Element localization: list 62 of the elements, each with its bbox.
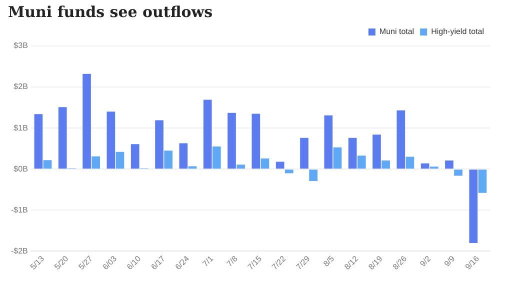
x-tick-label: 7/15 bbox=[246, 254, 264, 272]
bar bbox=[445, 160, 454, 169]
bar bbox=[324, 115, 333, 169]
bar bbox=[116, 152, 124, 169]
x-tick-label: 7/8 bbox=[225, 254, 240, 268]
bar bbox=[309, 170, 318, 182]
bar bbox=[260, 158, 270, 169]
y-tick-label: -$2B bbox=[10, 246, 28, 256]
x-tick-label: 6/03 bbox=[101, 254, 119, 272]
bar bbox=[454, 170, 462, 176]
bar bbox=[372, 134, 381, 169]
bar bbox=[348, 138, 357, 169]
x-tick-label: 9/9 bbox=[442, 254, 458, 268]
bar bbox=[164, 150, 172, 169]
x-tick-label: 9/2 bbox=[418, 254, 433, 268]
bar bbox=[92, 156, 100, 169]
x-tick-label: 9/16 bbox=[464, 254, 482, 272]
bar bbox=[228, 112, 236, 169]
x-tick-label: 8/19 bbox=[366, 254, 385, 272]
legend-label: High-yield total bbox=[431, 27, 484, 36]
bar bbox=[34, 114, 43, 169]
bar bbox=[382, 160, 390, 169]
y-tick-label: $1B bbox=[14, 123, 28, 132]
bar bbox=[300, 138, 308, 169]
bar bbox=[252, 114, 260, 169]
y-tick-label: $0B bbox=[14, 164, 28, 174]
bar bbox=[236, 164, 245, 169]
bar bbox=[82, 74, 91, 169]
x-tick-label: 6/10 bbox=[125, 254, 143, 272]
bar bbox=[130, 144, 140, 169]
bar bbox=[478, 170, 487, 193]
y-tick-label: -$1B bbox=[10, 205, 28, 214]
bar bbox=[106, 112, 116, 169]
y-tick-label: $2B bbox=[14, 82, 28, 92]
bar bbox=[284, 170, 294, 174]
bar bbox=[43, 160, 52, 169]
bar bbox=[212, 146, 221, 169]
bar bbox=[155, 120, 164, 169]
bar bbox=[420, 163, 430, 169]
bar bbox=[357, 156, 366, 169]
x-tick-label: 7/22 bbox=[270, 254, 288, 272]
x-tick-label: 6/17 bbox=[149, 254, 168, 272]
bar bbox=[188, 166, 197, 169]
bar bbox=[179, 143, 188, 169]
bar bbox=[333, 147, 342, 169]
x-tick-label: 6/24 bbox=[174, 254, 192, 272]
chart-title: Muni funds see outflows bbox=[8, 2, 213, 21]
legend-label: Muni total bbox=[379, 27, 414, 36]
bar bbox=[406, 156, 414, 169]
x-tick-label: 8/26 bbox=[391, 254, 409, 272]
x-tick-label: 5/13 bbox=[28, 254, 46, 272]
bar bbox=[396, 110, 406, 169]
x-tick-label: 5/20 bbox=[52, 254, 70, 272]
bar bbox=[58, 107, 67, 169]
y-tick-label: $3B bbox=[14, 41, 28, 50]
x-tick-label: 7/1 bbox=[200, 254, 216, 268]
bar bbox=[469, 170, 478, 243]
x-tick-label: 8/12 bbox=[342, 254, 360, 272]
x-tick-label: 8/5 bbox=[322, 254, 336, 268]
x-tick-label: 7/29 bbox=[294, 254, 312, 272]
bar bbox=[203, 100, 212, 169]
bar bbox=[276, 162, 284, 169]
